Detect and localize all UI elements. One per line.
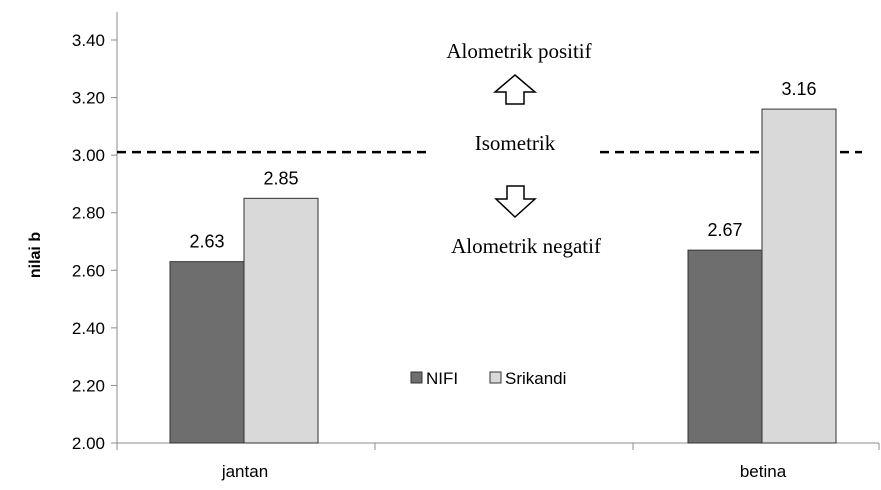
legend-label-nifi: NIFI (426, 369, 458, 388)
hollow-up-arrow-icon (492, 74, 538, 105)
bar-nifi-betina (687, 249, 763, 444)
legend-swatch-nifi (410, 371, 423, 384)
y-axis-ticks: 2.00 2.20 2.40 2.60 2.80 3.00 3.20 3.40 (72, 31, 117, 453)
data-label-nifi-jantan: 2.63 (189, 232, 224, 252)
legend: NIFI Srikandi (410, 369, 566, 388)
annotation-alometrik-negatif: Alometrik negatif (451, 234, 601, 258)
bar-srikandi-betina (761, 108, 837, 444)
hollow-down-arrow-icon (494, 185, 537, 219)
data-label-srikandi-betina: 3.16 (781, 79, 816, 99)
y-tick-label: 3.00 (72, 146, 105, 165)
y-tick-label: 3.40 (72, 31, 105, 50)
y-tick-label: 2.80 (72, 204, 105, 223)
bar-group (169, 108, 837, 444)
x-tick-label-jantan: jantan (221, 462, 268, 481)
legend-label-srikandi: Srikandi (505, 369, 566, 388)
legend-swatch-srikandi (489, 371, 502, 384)
data-label-nifi-betina: 2.67 (707, 220, 742, 240)
y-tick-label: 2.20 (72, 376, 105, 395)
y-tick-label: 2.60 (72, 261, 105, 280)
bar-nifi-jantan (169, 261, 245, 444)
bar-srikandi-jantan (243, 197, 319, 444)
x-tick-label-betina: betina (740, 462, 787, 481)
y-tick-label: 2.40 (72, 319, 105, 338)
y-tick-label: 2.00 (72, 434, 105, 453)
annotation-isometrik: Isometrik (475, 131, 556, 155)
data-label-srikandi-jantan: 2.85 (263, 168, 298, 188)
y-tick-label: 3.20 (72, 89, 105, 108)
annotation-alometrik-positif: Alometrik positif (446, 39, 591, 63)
y-axis-label: nilai b (27, 232, 44, 278)
data-label-group: 2.63 2.85 2.67 3.16 (189, 79, 816, 252)
